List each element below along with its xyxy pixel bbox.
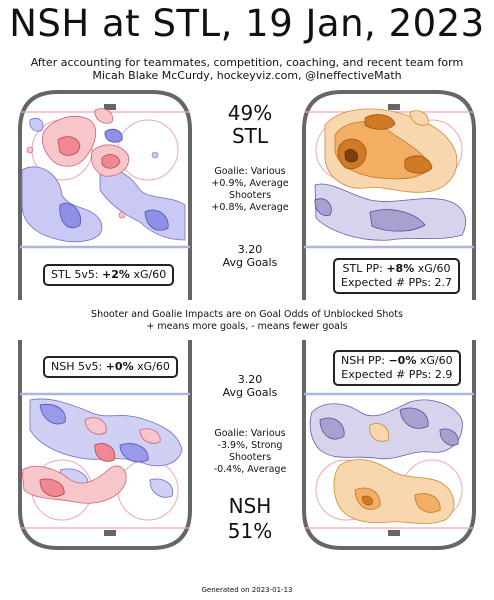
bottom-pp-box: NSH PP: −0% xG/60 Expected # PPs: 2.9	[333, 350, 461, 386]
bottom-goalie-line1: Goalie: Various	[214, 428, 286, 439]
chart-subtitle-1: After accounting for teammates, competit…	[30, 56, 464, 69]
top-goalie-line1: Goalie: Various	[214, 166, 286, 177]
bottom-pp-label: NSH PP:	[341, 354, 389, 367]
bottom-pp-unit: xG/60	[416, 354, 453, 367]
bottom-team: NSH	[228, 494, 272, 518]
top-win-pct: 49%	[227, 101, 273, 125]
bottom-ev-unit: xG/60	[133, 360, 170, 373]
top-avg-goals-value: 3.20	[237, 243, 263, 256]
top-goalie-line2: +0.9%, Average	[211, 178, 289, 189]
top-pp-unit: xG/60	[414, 262, 451, 275]
top-shooter-line1: Shooters	[228, 190, 272, 201]
top-pp-value: +8%	[386, 262, 415, 275]
top-avg-goals-label: Avg Goals	[222, 256, 278, 269]
top-shooter-line2: +0.8%, Average	[211, 202, 289, 213]
mid-note-1: Shooter and Goalie Impacts are on Goal O…	[91, 309, 403, 320]
chart-title: NSH at STL, 19 Jan, 2023	[9, 2, 485, 45]
bottom-shooter-line2: -0.4%, Average	[213, 464, 287, 475]
footer-generated: Generated on 2023-01-13	[201, 586, 293, 594]
rink-bottom-right	[302, 340, 476, 550]
top-team: STL	[231, 124, 269, 148]
top-pp-expected: Expected # PPs: 2.7	[341, 276, 453, 289]
rink-top-right	[302, 90, 476, 300]
top-ev-value: +2%	[102, 268, 130, 281]
bottom-shooter-line1: Shooters	[228, 452, 272, 463]
bottom-win-pct: 51%	[227, 519, 273, 543]
top-ev-label: STL 5v5:	[51, 268, 103, 281]
bottom-ev-value: +0%	[105, 360, 134, 373]
chart-subtitle-2: Micah Blake McCurdy, hockeyviz.com, @Ine…	[92, 69, 402, 82]
bottom-pp-value: −0%	[388, 354, 417, 367]
rink-top-left	[18, 90, 192, 300]
bottom-goalie-line2: -3.9%, Strong	[217, 440, 283, 451]
goal-net	[104, 104, 116, 110]
bottom-ev-box: NSH 5v5: +0% xG/60	[43, 356, 178, 378]
bottom-pp-expected: Expected # PPs: 2.9	[341, 368, 453, 381]
top-ev-box: STL 5v5: +2% xG/60	[43, 264, 175, 286]
mid-note-2: + means more goals, - means fewer goals	[146, 321, 348, 332]
bottom-ev-label: NSH 5v5:	[51, 360, 106, 373]
top-pp-box: STL PP: +8% xG/60 Expected # PPs: 2.7	[333, 258, 461, 294]
top-pp-label: STL PP:	[342, 262, 387, 275]
bottom-avg-goals-label: Avg Goals	[222, 386, 278, 399]
bottom-avg-goals-value: 3.20	[237, 373, 263, 386]
rink-bottom-left	[18, 340, 192, 550]
top-ev-unit: xG/60	[129, 268, 167, 281]
